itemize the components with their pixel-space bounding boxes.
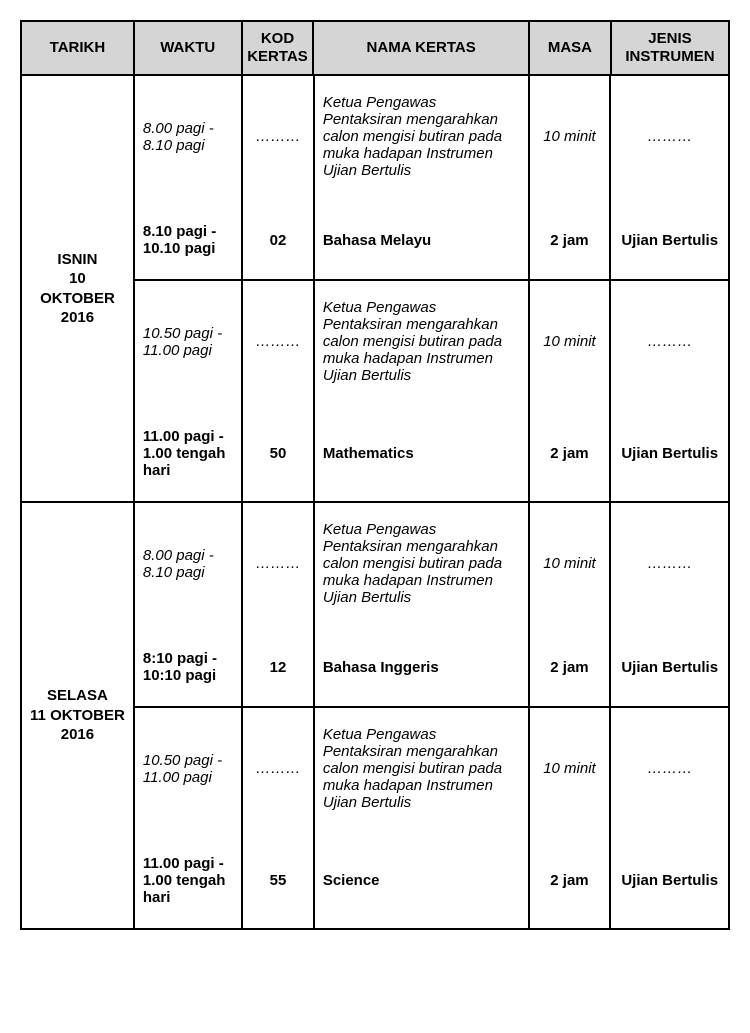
exam-jenis: Ujian Bertulis xyxy=(610,219,728,279)
brief-jenis: ……… xyxy=(610,281,728,424)
brief-masa: 10 minit xyxy=(529,76,611,219)
briefing-row: 8.00 pagi - 8.10 pagi………Ketua Pengawas P… xyxy=(135,503,728,646)
brief-nama: Ketua Pengawas Pentaksiran mengarahkan c… xyxy=(314,281,529,424)
exam-waktu: 11.00 pagi - 1.00 tengah hari xyxy=(135,851,242,928)
tarikh-year: 2016 xyxy=(30,308,125,328)
brief-waktu: 10.50 pagi - 11.00 pagi xyxy=(135,281,242,424)
exam-masa: 2 jam xyxy=(529,851,611,928)
exam-waktu: 11.00 pagi - 1.00 tengah hari xyxy=(135,424,242,501)
exam-jenis: Ujian Bertulis xyxy=(610,646,728,706)
brief-masa: 10 minit xyxy=(529,281,611,424)
tarikh-year: 2016 xyxy=(30,725,125,745)
brief-kod: ……… xyxy=(242,281,314,424)
exam-jenis: Ujian Bertulis xyxy=(610,851,728,928)
brief-masa: 10 minit xyxy=(529,708,611,851)
exam-row: 11.00 pagi - 1.00 tengah hari50Mathemati… xyxy=(135,424,728,501)
brief-waktu: 8.00 pagi - 8.10 pagi xyxy=(135,503,242,646)
exam-kod: 02 xyxy=(242,219,314,279)
tarikh-cell: ISNIN10 OKTOBER2016 xyxy=(21,75,134,502)
exam-masa: 2 jam xyxy=(529,219,611,279)
brief-kod: ……… xyxy=(242,503,314,646)
brief-kod: ……… xyxy=(242,708,314,851)
header-row: TARIKH WAKTU KOD KERTAS NAMA KERTAS MASA… xyxy=(21,21,729,75)
tarikh-day: SELASA xyxy=(30,686,125,706)
brief-masa: 10 minit xyxy=(529,503,611,646)
brief-waktu: 8.00 pagi - 8.10 pagi xyxy=(135,76,242,219)
exam-row: 8:10 pagi - 10:10 pagi12Bahasa Inggeris2… xyxy=(135,646,728,706)
exam-nama: Science xyxy=(314,851,529,928)
briefing-row: 10.50 pagi - 11.00 pagi………Ketua Pengawas… xyxy=(135,281,728,424)
header-masa: MASA xyxy=(529,21,611,75)
session-cell: 8.00 pagi - 8.10 pagi………Ketua Pengawas P… xyxy=(134,502,729,707)
header-jenis: JENIS INSTRUMEN xyxy=(611,21,729,75)
brief-jenis: ……… xyxy=(610,76,728,219)
exam-waktu: 8.10 pagi - 10.10 pagi xyxy=(135,219,242,279)
header-kod: KOD KERTAS xyxy=(242,21,314,75)
tarikh-day: ISNIN xyxy=(30,250,125,270)
header-tarikh: TARIKH xyxy=(21,21,134,75)
session-cell: 10.50 pagi - 11.00 pagi………Ketua Pengawas… xyxy=(134,707,729,929)
header-nama: NAMA KERTAS xyxy=(313,21,528,75)
exam-waktu: 8:10 pagi - 10:10 pagi xyxy=(135,646,242,706)
tarikh-date: 10 OKTOBER xyxy=(30,269,125,308)
exam-row: 8.10 pagi - 10.10 pagi02Bahasa Melayu2 j… xyxy=(135,219,728,279)
brief-nama: Ketua Pengawas Pentaksiran mengarahkan c… xyxy=(314,76,529,219)
brief-nama: Ketua Pengawas Pentaksiran mengarahkan c… xyxy=(314,503,529,646)
exam-kod: 50 xyxy=(242,424,314,501)
exam-nama: Bahasa Melayu xyxy=(314,219,529,279)
exam-jenis: Ujian Bertulis xyxy=(610,424,728,501)
table-row: SELASA11 OKTOBER20168.00 pagi - 8.10 pag… xyxy=(21,502,729,707)
exam-kod: 12 xyxy=(242,646,314,706)
exam-masa: 2 jam xyxy=(529,646,611,706)
brief-kod: ……… xyxy=(242,76,314,219)
brief-jenis: ……… xyxy=(610,503,728,646)
brief-jenis: ……… xyxy=(610,708,728,851)
exam-row: 11.00 pagi - 1.00 tengah hari55Science2 … xyxy=(135,851,728,928)
tarikh-cell: SELASA11 OKTOBER2016 xyxy=(21,502,134,929)
tarikh-date: 11 OKTOBER xyxy=(30,706,125,726)
exam-nama: Mathematics xyxy=(314,424,529,501)
exam-masa: 2 jam xyxy=(529,424,611,501)
session-cell: 10.50 pagi - 11.00 pagi………Ketua Pengawas… xyxy=(134,280,729,502)
session-cell: 8.00 pagi - 8.10 pagi………Ketua Pengawas P… xyxy=(134,75,729,280)
brief-waktu: 10.50 pagi - 11.00 pagi xyxy=(135,708,242,851)
exam-nama: Bahasa Inggeris xyxy=(314,646,529,706)
exam-timetable: TARIKH WAKTU KOD KERTAS NAMA KERTAS MASA… xyxy=(20,20,730,930)
table-row: ISNIN10 OKTOBER20168.00 pagi - 8.10 pagi… xyxy=(21,75,729,280)
brief-nama: Ketua Pengawas Pentaksiran mengarahkan c… xyxy=(314,708,529,851)
exam-kod: 55 xyxy=(242,851,314,928)
briefing-row: 10.50 pagi - 11.00 pagi………Ketua Pengawas… xyxy=(135,708,728,851)
header-waktu: WAKTU xyxy=(134,21,242,75)
briefing-row: 8.00 pagi - 8.10 pagi………Ketua Pengawas P… xyxy=(135,76,728,219)
